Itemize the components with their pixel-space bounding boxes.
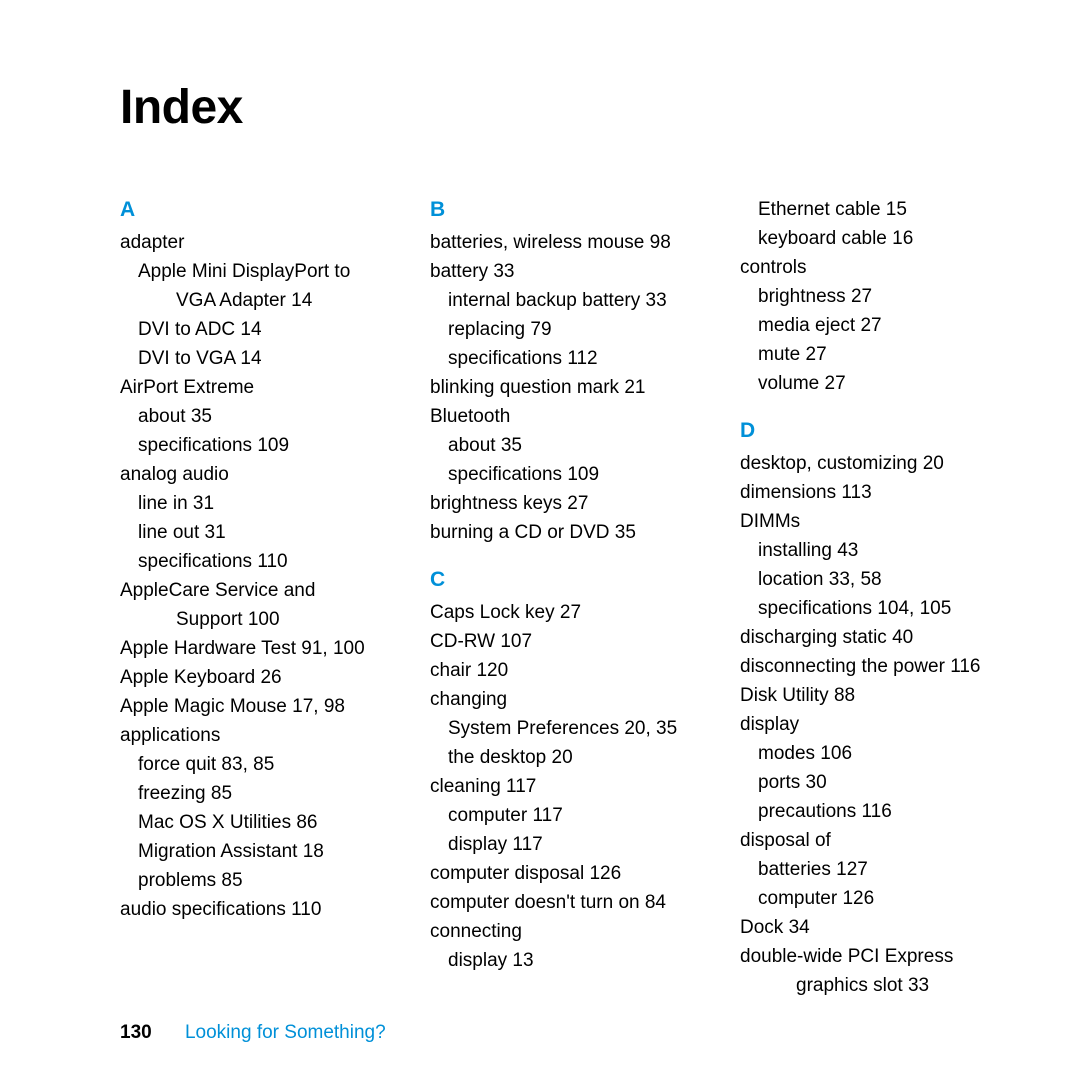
index-entry: DVI to ADC 14	[120, 315, 400, 344]
index-column: Bbatteries, wireless mouse 98battery 33i…	[430, 195, 710, 1000]
index-entry: Support 100	[120, 605, 400, 634]
page-footer: 130 Looking for Something?	[120, 1022, 386, 1044]
index-entry: AppleCare Service and	[120, 576, 400, 605]
index-entry: computer doesn't turn on 84	[430, 888, 710, 917]
index-entry: desktop, customizing 20	[740, 449, 1020, 478]
index-entry: Apple Magic Mouse 17, 98	[120, 692, 400, 721]
index-entry: Migration Assistant 18	[120, 837, 400, 866]
index-entry: modes 106	[740, 739, 1020, 768]
index-entry: specifications 109	[120, 431, 400, 460]
index-entry: problems 85	[120, 866, 400, 895]
index-column: Ethernet cable 15keyboard cable 16contro…	[740, 195, 1020, 1000]
index-entry: computer 126	[740, 884, 1020, 913]
index-entry: analog audio	[120, 460, 400, 489]
index-entry: media eject 27	[740, 311, 1020, 340]
index-entry: location 33, 58	[740, 565, 1020, 594]
index-entry: specifications 109	[430, 460, 710, 489]
page-number: 130	[120, 1022, 152, 1043]
index-columns: AadapterApple Mini DisplayPort toVGA Ada…	[120, 195, 1020, 1000]
index-entry: about 35	[430, 431, 710, 460]
index-column: AadapterApple Mini DisplayPort toVGA Ada…	[120, 195, 400, 1000]
index-entry: Apple Keyboard 26	[120, 663, 400, 692]
index-entry: keyboard cable 16	[740, 224, 1020, 253]
index-entry: ports 30	[740, 768, 1020, 797]
index-entry: Dock 34	[740, 913, 1020, 942]
index-letter-heading: A	[120, 195, 400, 224]
index-entry: Bluetooth	[430, 402, 710, 431]
index-entry: chair 120	[430, 656, 710, 685]
page-title: Index	[120, 80, 1020, 135]
index-entry: display	[740, 710, 1020, 739]
index-entry: applications	[120, 721, 400, 750]
index-entry: specifications 104, 105	[740, 594, 1020, 623]
index-entry: changing	[430, 685, 710, 714]
index-entry: Caps Lock key 27	[430, 598, 710, 627]
index-entry: disposal of	[740, 826, 1020, 855]
index-entry: replacing 79	[430, 315, 710, 344]
index-entry: display 117	[430, 830, 710, 859]
index-entry: batteries, wireless mouse 98	[430, 228, 710, 257]
index-entry: mute 27	[740, 340, 1020, 369]
index-entry: batteries 127	[740, 855, 1020, 884]
index-entry: brightness keys 27	[430, 489, 710, 518]
index-entry: computer disposal 126	[430, 859, 710, 888]
index-entry: freezing 85	[120, 779, 400, 808]
index-entry: Apple Mini DisplayPort to	[120, 257, 400, 286]
index-entry: burning a CD or DVD 35	[430, 518, 710, 547]
index-entry: DIMMs	[740, 507, 1020, 536]
index-letter-heading: C	[430, 565, 710, 594]
index-entry: specifications 110	[120, 547, 400, 576]
index-entry: AirPort Extreme	[120, 373, 400, 402]
index-page: Index AadapterApple Mini DisplayPort toV…	[0, 0, 1080, 1080]
index-entry: controls	[740, 253, 1020, 282]
index-entry: Apple Hardware Test 91, 100	[120, 634, 400, 663]
index-entry: Disk Utility 88	[740, 681, 1020, 710]
index-entry: force quit 83, 85	[120, 750, 400, 779]
index-letter-heading: B	[430, 195, 710, 224]
index-entry: brightness 27	[740, 282, 1020, 311]
index-entry: volume 27	[740, 369, 1020, 398]
index-entry: cleaning 117	[430, 772, 710, 801]
index-entry: line in 31	[120, 489, 400, 518]
index-entry: disconnecting the power 116	[740, 652, 1020, 681]
index-entry: about 35	[120, 402, 400, 431]
index-entry: DVI to VGA 14	[120, 344, 400, 373]
index-entry: dimensions 113	[740, 478, 1020, 507]
index-entry: double-wide PCI Express	[740, 942, 1020, 971]
index-entry: discharging static 40	[740, 623, 1020, 652]
index-entry: adapter	[120, 228, 400, 257]
index-entry: specifications 112	[430, 344, 710, 373]
index-entry: battery 33	[430, 257, 710, 286]
index-entry: Ethernet cable 15	[740, 195, 1020, 224]
index-entry: graphics slot 33	[740, 971, 1020, 1000]
index-entry: System Preferences 20, 35	[430, 714, 710, 743]
index-entry: installing 43	[740, 536, 1020, 565]
index-entry: internal backup battery 33	[430, 286, 710, 315]
index-entry: VGA Adapter 14	[120, 286, 400, 315]
index-entry: the desktop 20	[430, 743, 710, 772]
index-entry: CD-RW 107	[430, 627, 710, 656]
index-entry: precautions 116	[740, 797, 1020, 826]
index-entry: audio specifications 110	[120, 895, 400, 924]
index-entry: computer 117	[430, 801, 710, 830]
index-entry: blinking question mark 21	[430, 373, 710, 402]
index-entry: display 13	[430, 946, 710, 975]
footer-section: Looking for Something?	[185, 1022, 386, 1043]
index-letter-heading: D	[740, 416, 1020, 445]
index-entry: Mac OS X Utilities 86	[120, 808, 400, 837]
index-entry: connecting	[430, 917, 710, 946]
index-entry: line out 31	[120, 518, 400, 547]
